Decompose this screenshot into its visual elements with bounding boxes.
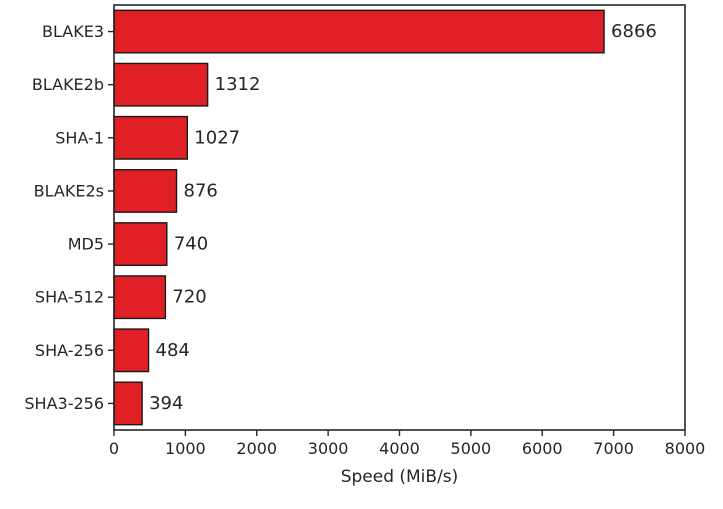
value-label-md5: 740 <box>174 234 208 255</box>
bar-md5 <box>113 222 168 267</box>
bar-blake3 <box>113 9 605 54</box>
x-tick-label: 4000 <box>379 439 420 458</box>
bar-sha-256 <box>113 328 150 373</box>
bars-layer <box>113 9 605 426</box>
y-tick-label-blake2s: BLAKE2s <box>34 181 104 200</box>
bar-sha-1 <box>113 115 189 160</box>
y-tick-label-sha-512: SHA-512 <box>35 288 104 307</box>
y-tick-label-blake3: BLAKE3 <box>42 22 104 41</box>
bar-sha3-256 <box>113 381 143 426</box>
bar-sha-512 <box>113 275 167 320</box>
value-label-blake3: 6866 <box>611 21 657 42</box>
x-tick-label: 8000 <box>665 439 706 458</box>
x-tick-label: 0 <box>109 439 119 458</box>
value-label-sha-1: 1027 <box>194 127 240 148</box>
x-tick-label: 6000 <box>522 439 563 458</box>
x-tick-label: 5000 <box>451 439 492 458</box>
y-tick-label-sha-1: SHA-1 <box>55 128 104 147</box>
y-tick-label-sha3-256: SHA3-256 <box>24 394 104 413</box>
value-label-sha-512: 720 <box>172 287 206 308</box>
y-axis: BLAKE3 BLAKE2b SHA-1 BLAKE2s MD5 SHA-512 SHA-2… <box>24 22 114 413</box>
bar-blake2b <box>113 62 209 107</box>
value-label-sha3-256: 394 <box>149 393 183 414</box>
value-labels-layer: 6866 1312 1027 876 740 720 484 394 <box>149 21 657 414</box>
y-tick-label-md5: MD5 <box>68 235 104 254</box>
y-tick-label-blake2b: BLAKE2b <box>32 75 104 94</box>
x-tick-label: 3000 <box>308 439 349 458</box>
x-tick-label: 2000 <box>236 439 277 458</box>
x-axis: 0 1000 2000 3000 4000 5000 6000 7000 8000 <box>109 430 705 458</box>
y-tick-label-sha-256: SHA-256 <box>35 341 104 360</box>
x-axis-label: Speed (MiB/s) <box>341 467 459 487</box>
plot-frame <box>113 4 686 431</box>
bar-blake2s <box>113 168 178 213</box>
value-label-blake2s: 876 <box>184 180 218 201</box>
value-label-blake2b: 1312 <box>215 74 261 95</box>
x-tick-label: 7000 <box>593 439 634 458</box>
value-label-sha-256: 484 <box>156 340 190 361</box>
x-tick-label: 1000 <box>165 439 206 458</box>
